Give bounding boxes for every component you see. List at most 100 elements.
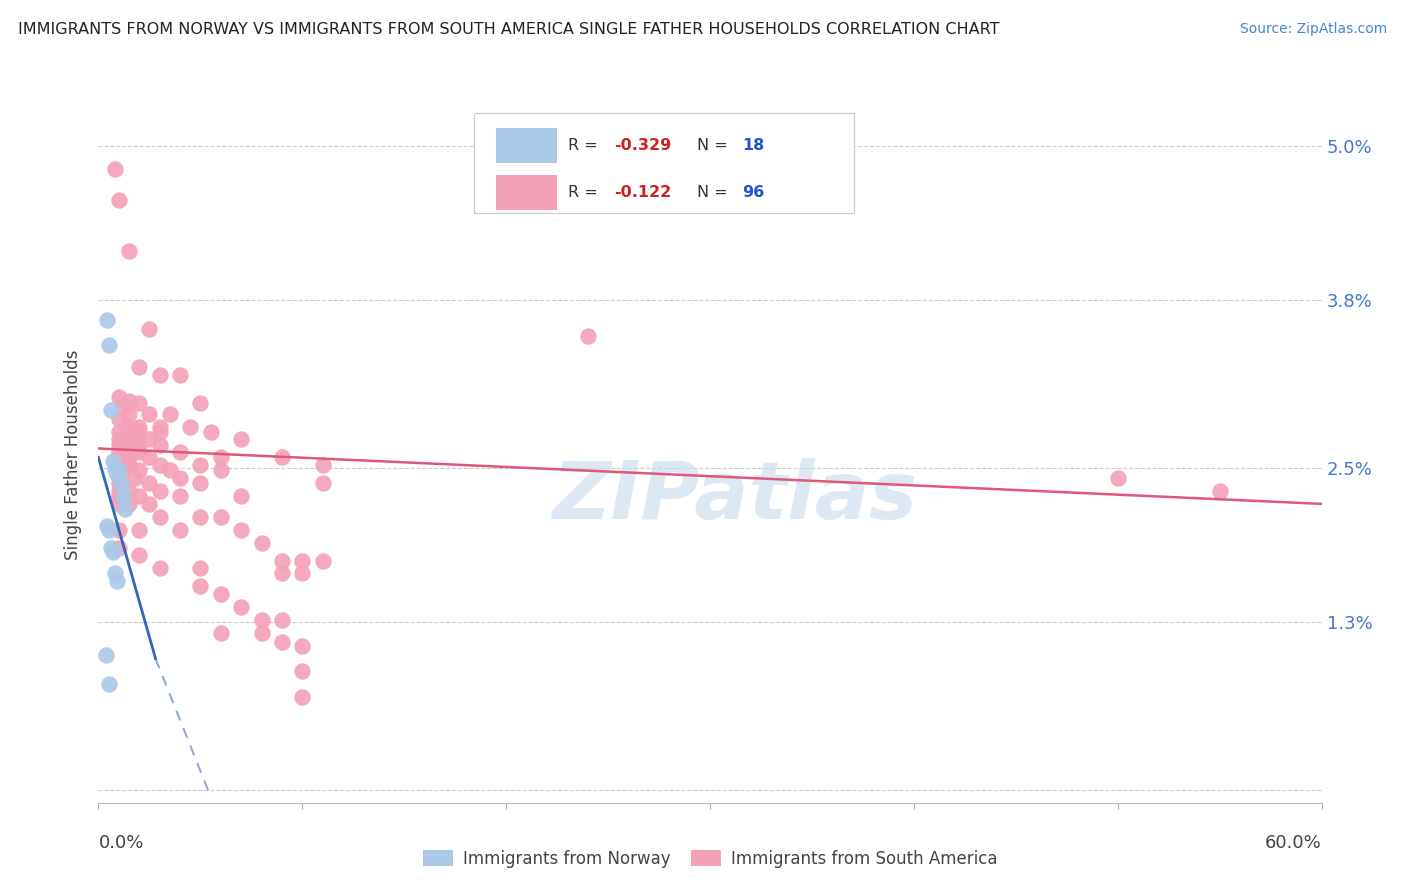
Point bbox=[270, 553, 294, 567]
Point bbox=[128, 489, 150, 503]
Text: 18: 18 bbox=[742, 137, 763, 153]
Point bbox=[104, 463, 127, 477]
Point bbox=[108, 425, 131, 439]
Text: IMMIGRANTS FROM NORWAY VS IMMIGRANTS FROM SOUTH AMERICA SINGLE FATHER HOUSEHOLDS: IMMIGRANTS FROM NORWAY VS IMMIGRANTS FRO… bbox=[18, 22, 1000, 37]
Point bbox=[108, 483, 131, 498]
Point bbox=[108, 433, 131, 447]
Point bbox=[209, 625, 232, 640]
Point bbox=[159, 463, 181, 477]
Point bbox=[104, 566, 127, 581]
Point bbox=[128, 360, 150, 375]
Point bbox=[111, 489, 134, 503]
Point bbox=[138, 407, 160, 421]
Text: N =: N = bbox=[696, 186, 733, 200]
Y-axis label: Single Father Households: Single Father Households bbox=[65, 350, 83, 560]
Point bbox=[124, 471, 146, 485]
Point bbox=[576, 329, 599, 343]
Point bbox=[250, 535, 273, 549]
Point bbox=[118, 407, 141, 421]
Point bbox=[101, 454, 124, 468]
Text: 60.0%: 60.0% bbox=[1265, 834, 1322, 852]
Point bbox=[291, 553, 314, 567]
Point bbox=[118, 425, 141, 439]
Point bbox=[209, 450, 232, 465]
Point bbox=[188, 579, 212, 593]
Legend: Immigrants from Norway, Immigrants from South America: Immigrants from Norway, Immigrants from … bbox=[416, 843, 1004, 874]
Text: 96: 96 bbox=[742, 186, 763, 200]
Text: 0.0%: 0.0% bbox=[98, 834, 143, 852]
Point bbox=[312, 553, 335, 567]
Point bbox=[188, 458, 212, 473]
Point bbox=[270, 566, 294, 581]
Point bbox=[118, 244, 141, 259]
Point bbox=[118, 437, 141, 451]
Point bbox=[96, 312, 118, 326]
Point bbox=[108, 489, 131, 503]
Point bbox=[149, 561, 172, 575]
Point bbox=[101, 544, 124, 558]
Point bbox=[149, 509, 172, 524]
Point bbox=[118, 483, 141, 498]
Point bbox=[108, 497, 131, 511]
Point bbox=[108, 445, 131, 459]
Point bbox=[108, 390, 131, 404]
Point bbox=[188, 561, 212, 575]
Point bbox=[188, 509, 212, 524]
Point bbox=[108, 193, 131, 207]
Point bbox=[169, 471, 191, 485]
Point bbox=[111, 433, 134, 447]
Point bbox=[128, 419, 150, 434]
Point bbox=[169, 368, 191, 382]
Point bbox=[231, 433, 253, 447]
Point bbox=[291, 566, 314, 581]
Point bbox=[104, 161, 127, 176]
Point bbox=[188, 396, 212, 410]
Point bbox=[312, 458, 335, 473]
Point bbox=[108, 523, 131, 537]
Point bbox=[1208, 483, 1232, 498]
Point bbox=[110, 476, 132, 491]
Point bbox=[149, 483, 172, 498]
Point bbox=[138, 321, 160, 335]
Point bbox=[97, 523, 120, 537]
Point bbox=[108, 437, 131, 451]
Point bbox=[138, 497, 160, 511]
Point bbox=[231, 599, 253, 614]
Point bbox=[118, 497, 141, 511]
Point bbox=[231, 489, 253, 503]
Point bbox=[200, 425, 222, 439]
Point bbox=[97, 338, 120, 352]
Point bbox=[118, 419, 141, 434]
Point bbox=[270, 634, 294, 648]
Point bbox=[97, 677, 120, 691]
Point bbox=[209, 509, 232, 524]
Point bbox=[169, 523, 191, 537]
Point bbox=[231, 523, 253, 537]
Point bbox=[128, 463, 150, 477]
Point bbox=[128, 425, 150, 439]
Point bbox=[179, 419, 201, 434]
Point bbox=[118, 450, 141, 465]
Point bbox=[94, 648, 117, 662]
Point bbox=[105, 574, 128, 589]
Text: R =: R = bbox=[568, 186, 603, 200]
FancyBboxPatch shape bbox=[496, 175, 557, 210]
Point bbox=[1107, 471, 1129, 485]
Point bbox=[291, 639, 314, 653]
Point bbox=[128, 445, 150, 459]
Point bbox=[250, 625, 273, 640]
Text: Source: ZipAtlas.com: Source: ZipAtlas.com bbox=[1240, 22, 1388, 37]
Point bbox=[149, 425, 172, 439]
Point bbox=[138, 476, 160, 491]
Point bbox=[111, 463, 134, 477]
Point bbox=[250, 613, 273, 627]
Point bbox=[209, 463, 232, 477]
Point bbox=[209, 587, 232, 601]
Point bbox=[108, 541, 131, 555]
Point bbox=[114, 502, 136, 516]
FancyBboxPatch shape bbox=[496, 128, 557, 162]
Point bbox=[118, 393, 141, 408]
Text: -0.329: -0.329 bbox=[614, 137, 672, 153]
Point bbox=[270, 450, 294, 465]
Point bbox=[105, 467, 128, 482]
